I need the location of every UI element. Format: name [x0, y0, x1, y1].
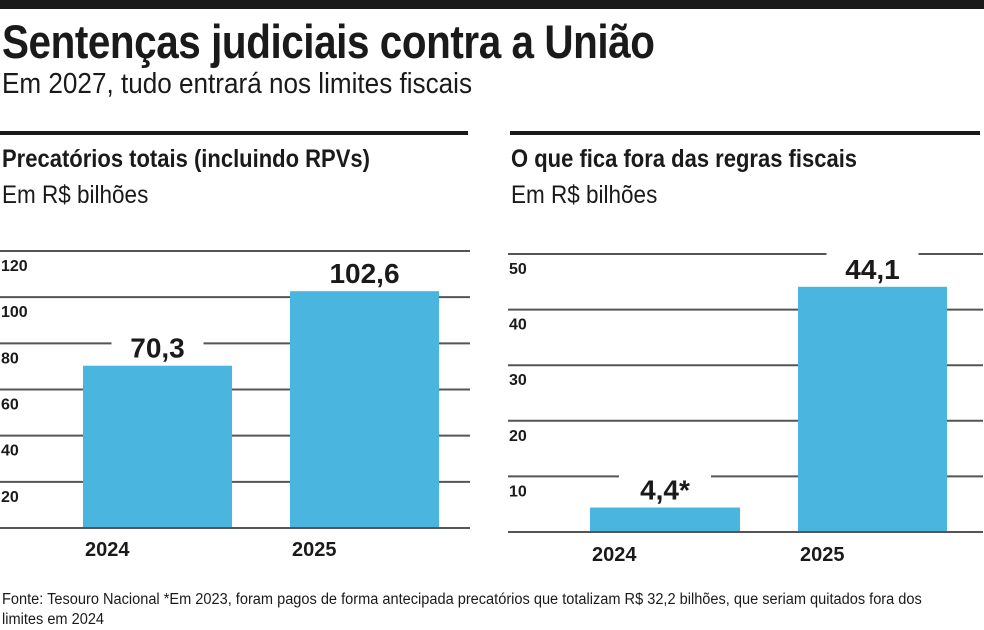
left-value-label-bg: [308, 255, 421, 288]
right-value-label-bg: [826, 250, 919, 283]
left-value-label: 70,3: [130, 333, 185, 364]
right-bar-2024: [590, 507, 740, 532]
right-x-tick-label: 2024: [592, 544, 637, 566]
left-value-label-bg: [111, 329, 204, 362]
page-subtitle: Em 2027, tudo entrará nos limites fiscai…: [2, 68, 473, 100]
footer-source-note: Fonte: Tesouro Nacional *Em 2023, foram …: [2, 591, 922, 628]
left-chart-rule: [0, 131, 468, 135]
right-chart-subtitle: Em R$ bilhões: [511, 181, 658, 209]
left-value-label: 102,6: [329, 258, 399, 289]
top-bar: [0, 0, 984, 9]
left-y-tick-label: 120: [1, 258, 28, 275]
right-y-tick-label: 10: [509, 483, 527, 500]
right-chart-title: O que fica fora das regras fiscais: [511, 145, 858, 173]
right-y-tick-label: 20: [509, 428, 527, 445]
right-bar-2025: [798, 286, 947, 532]
left-bar-2025: [290, 291, 439, 528]
right-y-tick-label: 30: [509, 372, 527, 389]
right-value-label: 4,4*: [640, 475, 690, 506]
page-title: Sentenças judiciais contra a União: [2, 15, 655, 68]
left-x-tick-label: 2025: [292, 539, 337, 561]
right-y-tick-label: 40: [509, 317, 527, 334]
left-y-tick-label: 100: [1, 304, 28, 321]
right-value-label-bg: [619, 471, 711, 504]
left-y-tick-label: 60: [1, 397, 19, 414]
left-y-tick-label: 20: [1, 489, 19, 506]
right-value-label: 44,1: [845, 254, 900, 285]
left-bar-2024: [83, 365, 232, 528]
right-y-tick-label: 50: [509, 261, 527, 278]
left-chart-title: Precatórios totais (incluindo RPVs): [2, 145, 370, 173]
left-y-tick-label: 40: [1, 443, 19, 460]
right-chart-rule: [510, 131, 980, 135]
left-y-tick-label: 80: [1, 350, 19, 367]
right-x-tick-label: 2025: [800, 544, 845, 566]
left-x-tick-label: 2024: [85, 539, 130, 561]
left-chart-subtitle: Em R$ bilhões: [2, 181, 149, 209]
